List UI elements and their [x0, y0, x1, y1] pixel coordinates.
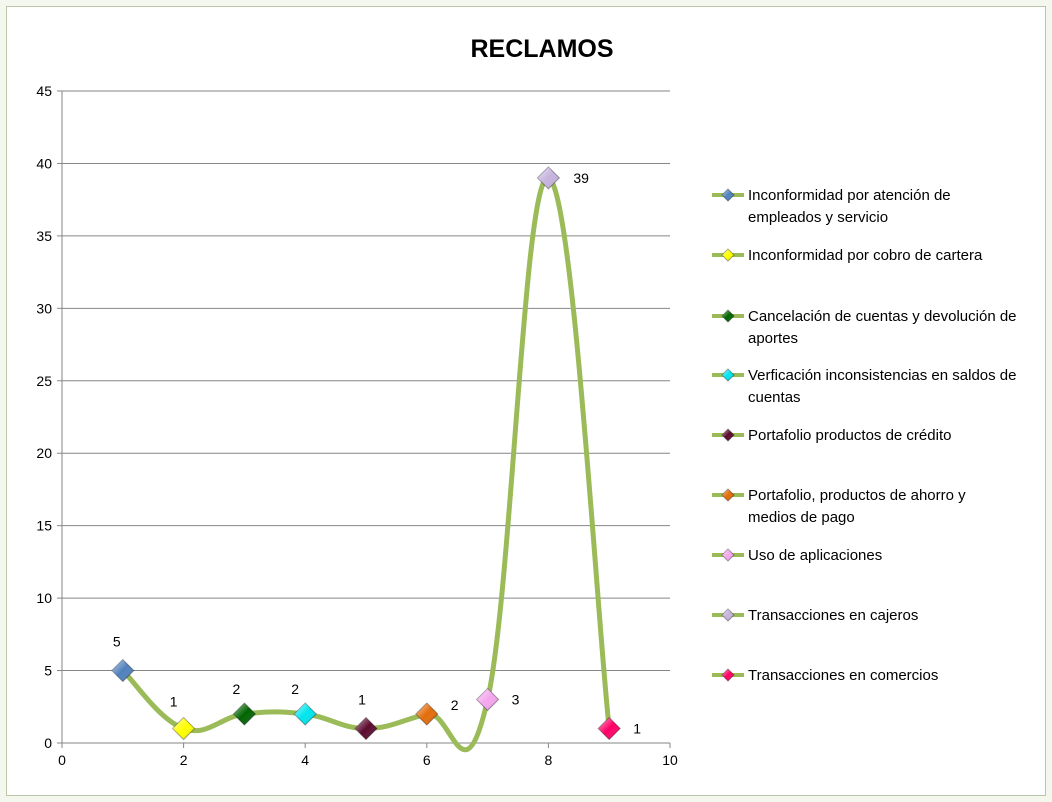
- data-label-8: 39: [573, 170, 589, 186]
- y-tick-label: 30: [36, 300, 52, 316]
- legend-marker-icon: [721, 668, 735, 682]
- legend-marker-icon: [721, 488, 735, 502]
- legend-marker-icon: [721, 188, 735, 202]
- data-point-marker-2: [171, 716, 196, 741]
- data-label-5: 1: [358, 692, 366, 708]
- legend-label: Transacciones en cajeros: [748, 607, 918, 624]
- legend-label: empleados y servicio: [748, 209, 888, 226]
- y-tick-label: 25: [36, 373, 52, 389]
- data-point-marker-4: [293, 702, 317, 726]
- legend-entry-9: Transacciones en comercios: [712, 667, 938, 684]
- legend-label: aportes: [748, 330, 798, 347]
- y-tick-label: 0: [44, 735, 52, 751]
- legend-label: Inconformidad por atención de: [748, 187, 951, 204]
- data-point-marker-8: [536, 166, 561, 190]
- legend-entry-8: Transacciones en cajeros: [712, 607, 918, 624]
- data-label-6: 2: [451, 697, 459, 713]
- line-chart: RECLAMOS 0 5 10 15 20 25 30 35 40 45 0 2 4 6 8 10 5 1 2 2 1…: [36, 35, 1017, 768]
- legend-label: Inconformidad por cobro de cartera: [748, 247, 983, 264]
- y-tick-label: 35: [36, 228, 52, 244]
- x-tick-label: 10: [662, 752, 678, 768]
- series-line: [120, 175, 612, 753]
- data-label-3: 2: [233, 681, 241, 697]
- legend-entry-1: Inconformidad por atención de empleados y…: [712, 187, 951, 226]
- legend-label: cuentas: [748, 389, 801, 406]
- y-tick-label: 5: [44, 663, 52, 679]
- legend-label: Transacciones en comercios: [748, 667, 938, 684]
- legend-label: medios de pago: [748, 509, 855, 526]
- legend-entry-2: Inconformidad por cobro de cartera: [712, 247, 983, 264]
- y-tick-label: 40: [36, 155, 52, 171]
- gridlines: [62, 90, 670, 672]
- data-point-marker-6: [415, 702, 439, 726]
- legend-entry-7: Uso de aplicaciones: [712, 547, 882, 564]
- y-tick-label: 15: [36, 518, 52, 534]
- legend-entry-5: Portafolio productos de crédito: [712, 427, 951, 444]
- legend-marker-icon: [721, 428, 735, 442]
- series-line-layer: [120, 175, 612, 753]
- legend-label: Uso de aplicaciones: [748, 547, 882, 564]
- legend-marker-icon: [721, 548, 735, 562]
- chart-title: RECLAMOS: [470, 35, 613, 63]
- x-tick-label: 8: [545, 752, 553, 768]
- data-label-1: 5: [113, 634, 121, 650]
- y-tick-label: 20: [36, 445, 52, 461]
- markers: [111, 166, 621, 741]
- data-point-marker-5: [354, 716, 378, 741]
- y-tick-label: 45: [36, 83, 52, 99]
- legend-marker-icon: [721, 608, 735, 622]
- data-label-7: 3: [512, 692, 520, 708]
- x-tick-label: 4: [301, 752, 309, 768]
- x-tick-label: 2: [180, 752, 188, 768]
- data-point-marker-3: [232, 702, 257, 726]
- legend-label: Portafolio, productos de ahorro y: [748, 487, 966, 504]
- y-tick-label: 10: [36, 590, 52, 606]
- data-point-marker-7: [475, 687, 500, 712]
- x-tick-label: 6: [423, 752, 431, 768]
- data-labels: 5 1 2 2 1 2 3 39 1: [113, 170, 641, 737]
- data-label-9: 1: [633, 721, 641, 737]
- chart-frame: RECLAMOS 0 5 10 15 20 25 30 35 40 45 0 2 4 6 8 10 5 1 2 2 1…: [6, 6, 1046, 796]
- legend-marker-icon: [721, 248, 735, 262]
- legend-entry-4: Verficación inconsistencias en saldos de…: [712, 367, 1017, 406]
- data-point-marker-9: [597, 716, 621, 741]
- data-point-marker-1: [111, 658, 135, 683]
- x-tick-label: 0: [58, 752, 66, 768]
- legend-marker-icon: [721, 309, 735, 323]
- legend-label: Portafolio productos de crédito: [748, 427, 951, 444]
- data-label-4: 2: [291, 681, 299, 697]
- legend-label: Verficación inconsistencias en saldos de: [748, 367, 1017, 384]
- legend-marker-icon: [721, 368, 735, 382]
- legend: Inconformidad por atención de empleados y…: [712, 187, 1017, 684]
- legend-entry-3: Cancelación de cuentas y devolución de ap…: [712, 308, 1017, 347]
- legend-label: Cancelación de cuentas y devolución de: [748, 308, 1017, 325]
- legend-entry-6: Portafolio, productos de ahorro y medios …: [712, 487, 966, 526]
- data-label-2: 1: [170, 694, 178, 710]
